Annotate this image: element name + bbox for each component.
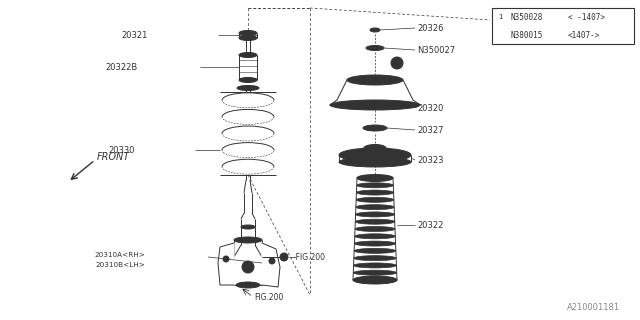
Text: <1407->: <1407-> (568, 30, 600, 39)
Ellipse shape (339, 157, 411, 167)
Text: 20310B<LH>: 20310B<LH> (95, 262, 145, 268)
Ellipse shape (241, 225, 255, 229)
Text: 20310A<RH>: 20310A<RH> (94, 252, 145, 258)
Circle shape (391, 57, 403, 69)
Text: 20320: 20320 (417, 103, 444, 113)
Circle shape (280, 253, 288, 261)
Ellipse shape (239, 77, 257, 83)
Ellipse shape (237, 85, 259, 91)
Ellipse shape (356, 183, 394, 188)
Ellipse shape (370, 147, 380, 149)
Ellipse shape (347, 75, 403, 85)
Ellipse shape (356, 197, 394, 202)
Ellipse shape (366, 77, 384, 83)
Ellipse shape (234, 237, 262, 243)
Ellipse shape (239, 36, 257, 41)
Text: 20326: 20326 (417, 23, 444, 33)
Ellipse shape (356, 190, 394, 195)
Ellipse shape (356, 205, 394, 210)
Ellipse shape (244, 54, 252, 56)
Ellipse shape (353, 277, 397, 283)
Ellipse shape (363, 125, 387, 131)
Polygon shape (262, 243, 280, 287)
Text: 1: 1 (395, 59, 399, 68)
Text: 20322B: 20322B (106, 62, 138, 71)
Ellipse shape (355, 227, 395, 231)
Ellipse shape (356, 212, 394, 217)
Ellipse shape (239, 52, 257, 58)
Circle shape (269, 258, 275, 264)
Text: 20330: 20330 (109, 146, 135, 155)
Text: 1: 1 (498, 14, 502, 20)
Ellipse shape (364, 152, 386, 158)
Text: A210001181: A210001181 (567, 303, 620, 312)
Ellipse shape (366, 45, 384, 51)
Ellipse shape (370, 28, 380, 32)
Ellipse shape (236, 282, 260, 288)
Ellipse shape (357, 174, 393, 181)
Ellipse shape (357, 175, 393, 180)
Ellipse shape (244, 32, 252, 34)
Ellipse shape (353, 276, 397, 284)
Ellipse shape (244, 79, 252, 81)
Ellipse shape (354, 248, 396, 253)
Ellipse shape (330, 100, 420, 110)
Text: FIG.200: FIG.200 (254, 293, 284, 302)
Text: 20327: 20327 (417, 125, 444, 134)
Text: 20321: 20321 (122, 30, 148, 39)
Text: —FIG.200: —FIG.200 (289, 252, 326, 261)
Ellipse shape (370, 126, 380, 130)
Text: 20323: 20323 (417, 156, 444, 164)
Polygon shape (330, 80, 420, 105)
Ellipse shape (339, 148, 411, 162)
Ellipse shape (366, 102, 384, 108)
Ellipse shape (364, 145, 386, 151)
Text: FRONT: FRONT (97, 152, 131, 162)
Ellipse shape (353, 270, 397, 275)
Ellipse shape (355, 241, 396, 246)
Ellipse shape (372, 29, 378, 31)
Ellipse shape (239, 30, 257, 36)
Ellipse shape (355, 219, 395, 224)
Text: < -1407>: < -1407> (568, 12, 605, 21)
Text: 20322: 20322 (417, 220, 444, 229)
Ellipse shape (353, 263, 396, 268)
Circle shape (223, 256, 229, 262)
Polygon shape (218, 243, 234, 285)
Bar (492, 8, 634, 44)
Ellipse shape (371, 47, 378, 49)
Text: N380015: N380015 (510, 30, 542, 39)
Ellipse shape (354, 256, 396, 261)
Circle shape (242, 261, 254, 273)
Text: N350028: N350028 (510, 12, 542, 21)
Ellipse shape (355, 234, 396, 239)
Text: N350027: N350027 (417, 45, 455, 54)
Circle shape (495, 12, 505, 22)
